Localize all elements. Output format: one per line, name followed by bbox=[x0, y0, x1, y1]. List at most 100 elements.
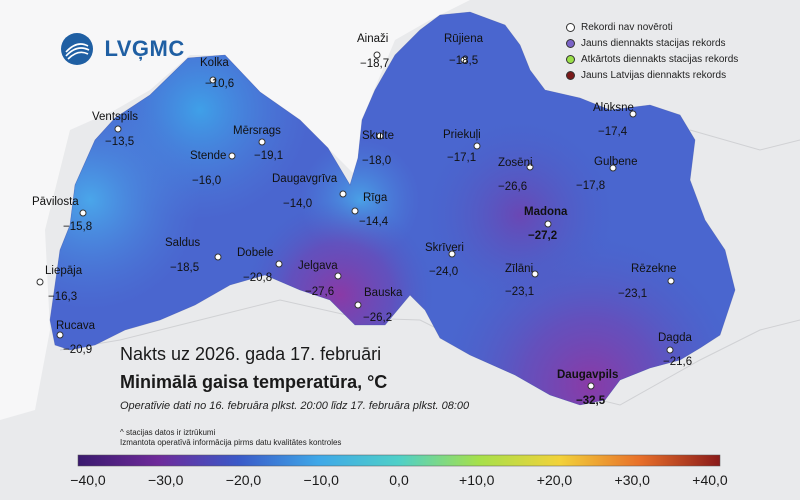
scale-tick-label: +20,0 bbox=[536, 472, 573, 488]
station-value: −20,9 bbox=[63, 344, 93, 356]
station-name: Dobele bbox=[237, 247, 274, 259]
station-name: Bauska bbox=[364, 287, 403, 299]
station-value: −19,1 bbox=[254, 150, 284, 162]
station-name: Ainaži bbox=[357, 33, 389, 45]
station-marker bbox=[214, 253, 222, 261]
station-marker bbox=[354, 301, 362, 309]
station-value: −18,7 bbox=[360, 58, 390, 70]
station-name: Ventspils bbox=[92, 111, 139, 123]
station-value: −20,8 bbox=[243, 272, 273, 284]
station-name: Jelgava bbox=[298, 260, 338, 272]
station-name: Pāvilosta bbox=[32, 196, 79, 208]
map-subtitle: Operatīvie dati no 16. februāra plkst. 2… bbox=[120, 400, 470, 412]
legend-label: Jauns diennakts stacijas rekords bbox=[581, 38, 726, 49]
note-missing-data: ^ stacijas datos ir iztrūkumi bbox=[120, 428, 216, 437]
station-value: −18,5 bbox=[449, 55, 479, 67]
station-name: Zosēni bbox=[498, 157, 533, 169]
legend-label: Rekordi nav novēroti bbox=[581, 22, 673, 33]
station-name: Daugavgrīva bbox=[272, 173, 338, 185]
station-value: −32,5 bbox=[576, 395, 606, 407]
station-name: Stende bbox=[190, 150, 227, 162]
station-value: −18,5 bbox=[170, 262, 200, 274]
station-value: −27,6 bbox=[305, 286, 335, 298]
station-value: −17,1 bbox=[447, 152, 477, 164]
station-marker bbox=[209, 76, 217, 84]
station-value: −24,0 bbox=[429, 266, 459, 278]
station-value: −17,8 bbox=[576, 180, 606, 192]
legend-entry: Atkārtots diennakts stacijas rekords bbox=[566, 54, 738, 65]
scale-tick-label: 0,0 bbox=[389, 472, 409, 488]
color-scale-bar bbox=[77, 454, 721, 467]
station-name: Priekuļi bbox=[443, 129, 481, 141]
legend-marker-icon bbox=[566, 54, 575, 64]
station-marker bbox=[667, 277, 675, 285]
station-name: Rūjiena bbox=[444, 33, 483, 45]
station-value: −15,8 bbox=[63, 221, 93, 233]
legend-label: Atkārtots diennakts stacijas rekords bbox=[581, 54, 739, 65]
station-name: Alūksne bbox=[593, 102, 634, 114]
station-value: −21,6 bbox=[663, 356, 693, 368]
station-name: Rucava bbox=[56, 320, 95, 332]
legend-marker-icon bbox=[566, 22, 575, 32]
station-value: −14,4 bbox=[359, 216, 389, 228]
station-name: Mērsrags bbox=[233, 125, 281, 137]
map-title: Minimālā gaisa temperatūra, °C bbox=[120, 372, 388, 392]
station-value: −10,6 bbox=[205, 78, 235, 90]
station-marker bbox=[36, 278, 44, 286]
station-name: Madona bbox=[524, 206, 568, 218]
station-name: Rīga bbox=[363, 192, 388, 204]
station-name: Dagda bbox=[658, 332, 692, 344]
station-name: Zīlāni bbox=[505, 263, 534, 275]
station-value: −27,2 bbox=[528, 230, 558, 242]
legend-label: Jauns Latvijas diennakts rekords bbox=[581, 70, 727, 81]
scale-tick-label: +30,0 bbox=[614, 472, 650, 488]
logo-icon bbox=[61, 33, 93, 65]
scale-tick-label: +10,0 bbox=[459, 472, 495, 488]
station-name: Skrīveri bbox=[425, 242, 464, 254]
scale-tick-label: +40,0 bbox=[692, 472, 728, 488]
station-marker bbox=[351, 207, 359, 215]
station-value: −23,1 bbox=[618, 288, 648, 300]
station-value: −26,2 bbox=[363, 312, 393, 324]
logo-text: LVĢMC bbox=[104, 36, 185, 61]
station-marker bbox=[473, 142, 481, 150]
legend-entry: Jauns Latvijas diennakts rekords bbox=[566, 70, 726, 81]
legend-marker-icon bbox=[566, 38, 575, 48]
legend-marker-icon bbox=[566, 70, 575, 80]
station-marker bbox=[79, 209, 87, 217]
legend-entry: Jauns diennakts stacijas rekords bbox=[566, 38, 726, 49]
station-marker bbox=[258, 138, 266, 146]
station-value: −16,0 bbox=[192, 175, 222, 187]
station-name: Kolka bbox=[200, 57, 229, 69]
station-marker bbox=[376, 132, 384, 140]
station-marker bbox=[114, 125, 122, 133]
station-marker bbox=[448, 250, 456, 258]
station-marker bbox=[460, 56, 468, 64]
station-name: Saldus bbox=[165, 237, 201, 249]
latvia-outline bbox=[49, 11, 736, 406]
station-name: Gulbene bbox=[594, 156, 638, 168]
station-value: −14,0 bbox=[283, 198, 313, 210]
scale-tick-label: −30,0 bbox=[148, 472, 184, 488]
logo: LVĢMC bbox=[60, 32, 185, 66]
station-marker bbox=[666, 346, 674, 354]
station-name: Daugavpils bbox=[557, 369, 619, 381]
station-marker bbox=[587, 382, 595, 390]
station-name: Skulte bbox=[362, 130, 394, 142]
sea-area bbox=[0, 0, 470, 420]
station-marker bbox=[275, 260, 283, 268]
station-name: Rēzekne bbox=[631, 263, 677, 275]
station-value: −26,6 bbox=[498, 181, 528, 193]
station-marker bbox=[56, 331, 64, 339]
station-marker bbox=[334, 272, 342, 280]
scale-tick-label: −20,0 bbox=[225, 472, 262, 488]
station-marker bbox=[609, 164, 617, 172]
station-marker bbox=[531, 270, 539, 278]
station-marker bbox=[544, 220, 552, 228]
station-marker bbox=[373, 51, 381, 59]
scale-tick-label: −10,0 bbox=[303, 472, 339, 488]
station-name: Liepāja bbox=[45, 265, 83, 277]
scale-tick-label: −40,0 bbox=[70, 472, 106, 488]
station-value: −13,5 bbox=[105, 136, 135, 148]
